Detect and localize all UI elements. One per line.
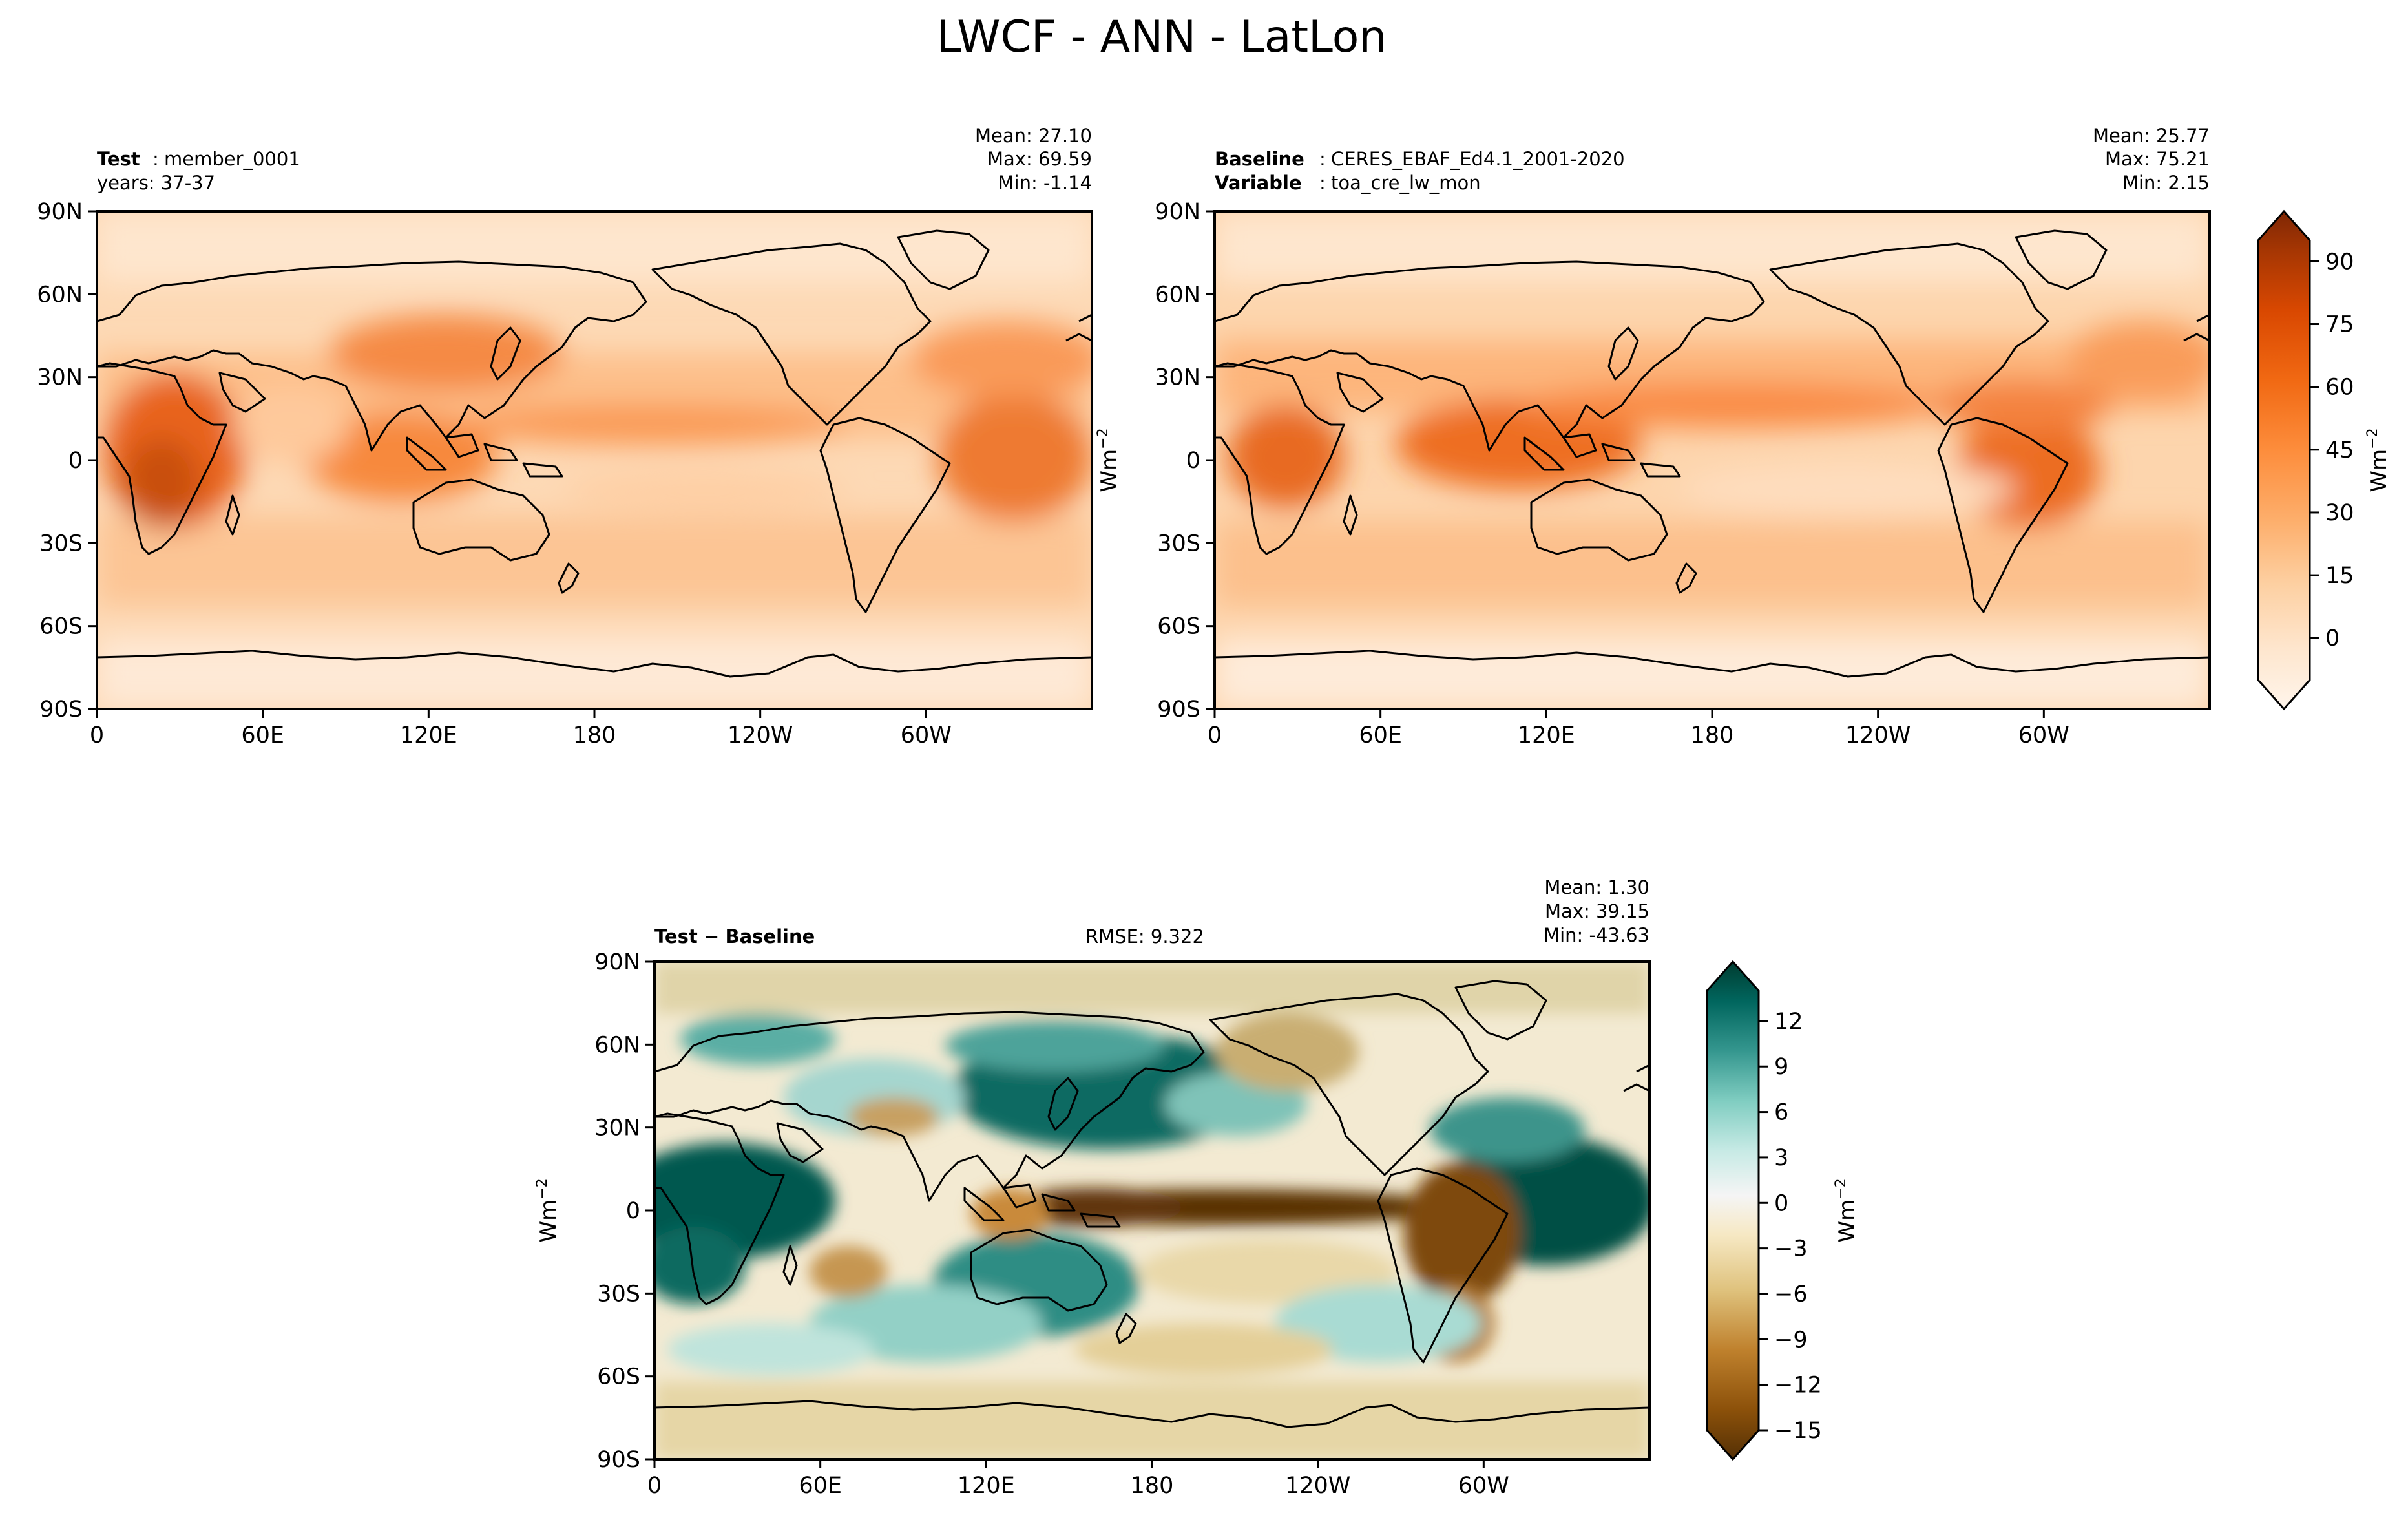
brbg-colorbar-ticks: 12 9 6 3 0 −3 −6 −9 −12 −15	[1759, 1009, 1822, 1444]
x-tick-label: 120W	[1845, 723, 1911, 748]
brbg-colorbar: 12 9 6 3 0 −3 −6 −9 −12 −15 Wm−2	[1706, 960, 1860, 1461]
y-tick-label: 90S	[1157, 697, 1200, 723]
y-tick-label: 90N	[37, 199, 83, 225]
y-tick-label: 90S	[39, 697, 83, 723]
test-subheader: years: 37-37	[97, 172, 215, 194]
y-tick-label: 60N	[37, 282, 83, 308]
x-tick-label: 120E	[958, 1473, 1015, 1499]
colorbar-tick-label: 45	[2325, 438, 2354, 463]
baseline-header-value: CERES_EBAF_Ed4.1_2001-2020	[1331, 148, 1625, 170]
test-header-separator: :	[152, 148, 159, 170]
y-tick-label: 30N	[594, 1115, 640, 1141]
y-tick-label: 90N	[594, 949, 640, 975]
test-map	[97, 211, 1092, 709]
y-tick-label: 90N	[1155, 199, 1200, 225]
y-tick-label: 90S	[597, 1447, 640, 1473]
test-header-value: member_0001	[164, 148, 300, 170]
y-tick-label: 60S	[1157, 614, 1200, 640]
x-tick-label: 60E	[799, 1473, 842, 1499]
y-tick-label: 30S	[1157, 531, 1200, 556]
colorbar-tick-label: −6	[1774, 1282, 1808, 1307]
colorbar-tick-label: 60	[2325, 375, 2354, 401]
colorbar-tick-label: −3	[1774, 1236, 1808, 1262]
baseline-max: Max: 75.21	[2105, 148, 2210, 170]
y-tick-label: 30S	[39, 531, 83, 556]
brbg-colorbar-body	[1706, 960, 1760, 1461]
oranges-colorbar-label: Wm−2	[2365, 428, 2392, 492]
colorbar-tick-label: 0	[2325, 626, 2340, 651]
baseline-panel: Baseline : CERES_EBAF_Ed4.1_2001-2020 Va…	[1155, 125, 2211, 748]
difference-max: Max: 39.15	[1545, 900, 1649, 922]
x-tick-label: 60E	[241, 723, 284, 748]
brbg-colorbar-label: Wm−2	[1833, 1178, 1860, 1242]
x-tick-label: 60E	[1359, 723, 1402, 748]
colorbar-tick-label: 15	[2325, 563, 2354, 589]
x-tick-label: 120E	[400, 723, 457, 748]
y-tick-label: 30N	[37, 365, 83, 391]
oranges-colorbar: 0 15 30 45 60 75 90 Wm−2	[2257, 209, 2392, 711]
colorbar-tick-label: 3	[1774, 1145, 1788, 1171]
baseline-variable-value: toa_cre_lw_mon	[1331, 172, 1481, 194]
test-panel: Test : member_0001 years: 37-37 Mean: 27…	[37, 125, 1093, 748]
y-tick-label: 60N	[594, 1032, 640, 1058]
y-tick-label: 0	[626, 1198, 640, 1224]
colorbar-tick-label: −12	[1774, 1373, 1822, 1399]
test-max: Max: 69.59	[987, 148, 1092, 170]
difference-rmse: RMSE: 9.322	[1085, 925, 1204, 947]
difference-y-axis-label: Wm−2	[534, 1178, 561, 1242]
colorbar-tick-label: 9	[1774, 1054, 1788, 1080]
colorbar-tick-label: 6	[1774, 1100, 1788, 1126]
y-tick-label: 60S	[597, 1364, 640, 1390]
baseline-mean: Mean: 25.77	[2093, 125, 2210, 147]
difference-map	[654, 962, 1649, 1459]
x-tick-label: 180	[1691, 723, 1734, 748]
y-tick-label: 30N	[1155, 365, 1200, 391]
difference-panel: Test − Baseline RMSE: 9.322 Mean: 1.30 M…	[534, 876, 1651, 1499]
oranges-colorbar-body	[2257, 209, 2311, 711]
difference-header: Test − Baseline	[654, 925, 815, 947]
x-tick-label: 120W	[1285, 1473, 1350, 1499]
colorbar-tick-label: −15	[1774, 1418, 1822, 1444]
x-tick-label: 60W	[2018, 723, 2069, 748]
difference-min: Min: -43.63	[1544, 924, 1649, 946]
baseline-y-axis: 0 60E 120E 180 120W 60W 90N 60N 30N 0 30S 60S 90S	[1155, 199, 2069, 748]
x-tick-label: 120E	[1518, 723, 1575, 748]
test-mean: Mean: 27.10	[975, 125, 1092, 147]
baseline-map	[1215, 211, 2210, 709]
colorbar-tick-label: 30	[2325, 500, 2354, 526]
y-tick-label: 30S	[597, 1281, 640, 1307]
y-tick-label: 60S	[39, 614, 83, 640]
difference-mean: Mean: 1.30	[1544, 876, 1649, 898]
x-tick-label: 120W	[728, 723, 793, 748]
baseline-variable-separator: :	[1319, 172, 1326, 194]
colorbar-tick-label: −9	[1774, 1327, 1808, 1353]
test-y-axis: 0 60E 120E 180 120W 60W 90N 60N 30N 0 30S 60S 90S	[37, 199, 952, 748]
baseline-variable-label: Variable	[1215, 172, 1302, 194]
y-tick-label: 0	[68, 448, 83, 474]
difference-y-axis: 0 60E 120E 180 120W 60W 90N 60N 30N 0 30S 60S 90S	[594, 949, 1509, 1499]
oranges-colorbar-ticks: 0 15 30 45 60 75 90	[2310, 249, 2354, 651]
top-y-axis-label: Wm−2	[1095, 428, 1122, 492]
test-header-label: Test	[97, 148, 140, 170]
x-tick-label: 0	[647, 1473, 662, 1499]
baseline-header-separator: :	[1319, 148, 1326, 170]
colorbar-tick-label: 12	[1774, 1009, 1803, 1035]
colorbar-tick-label: 90	[2325, 249, 2354, 275]
y-tick-label: 60N	[1155, 282, 1200, 308]
baseline-header-label: Baseline	[1215, 148, 1304, 170]
colorbar-tick-label: 75	[2325, 312, 2354, 338]
colorbar-tick-label: 0	[1774, 1190, 1788, 1216]
x-tick-label: 0	[90, 723, 104, 748]
test-min: Min: -1.14	[998, 172, 1092, 194]
x-tick-label: 60W	[1458, 1473, 1509, 1499]
x-tick-label: 60W	[901, 723, 952, 748]
x-tick-label: 180	[573, 723, 616, 748]
x-tick-label: 0	[1208, 723, 1222, 748]
baseline-min: Min: 2.15	[2122, 172, 2210, 194]
x-tick-label: 180	[1131, 1473, 1174, 1499]
y-tick-label: 0	[1186, 448, 1200, 474]
figure-title: LWCF - ANN - LatLon	[937, 12, 1387, 63]
